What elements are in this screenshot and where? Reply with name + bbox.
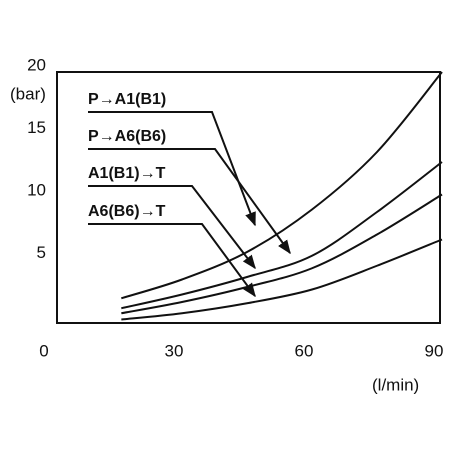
series-line [121, 238, 443, 321]
y-tick-label: 15 [27, 118, 46, 137]
leader-arrow [88, 223, 256, 298]
x-tick-label: 60 [295, 341, 314, 360]
x-tick-label: 0 [39, 341, 48, 360]
x-tick-label: 90 [425, 341, 444, 360]
x-tick-label: 30 [165, 341, 184, 360]
leader-arrow [88, 111, 256, 227]
series-line [121, 193, 443, 315]
y-axis-label: (bar) [10, 84, 46, 103]
leader-arrow [88, 148, 291, 255]
series-line [121, 71, 443, 300]
leader-arrow [88, 185, 256, 270]
x-axis-label: (l/min) [372, 375, 419, 394]
series-label: A6(B6)→T [88, 203, 166, 220]
series-line [121, 161, 443, 310]
series-label: P→A6(B6) [88, 128, 166, 145]
y-tick-label: 20 [27, 55, 46, 74]
series-label: A1(B1)→T [88, 165, 166, 182]
plot-frame [56, 71, 441, 324]
y-tick-label: 5 [37, 243, 46, 262]
series-label: P→A1(B1) [88, 91, 166, 108]
y-tick-label: 10 [27, 180, 46, 199]
